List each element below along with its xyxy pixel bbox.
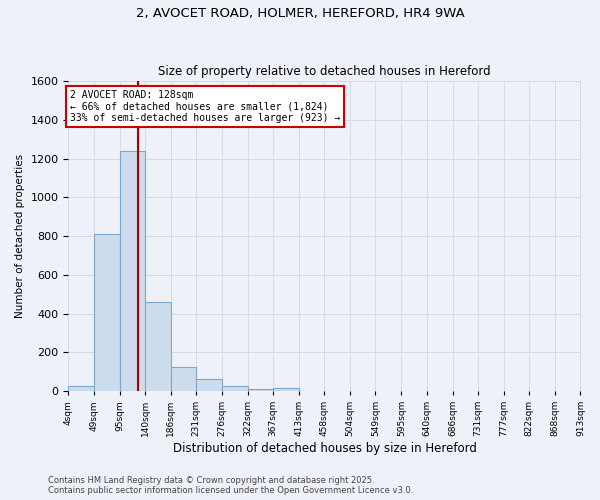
- Bar: [221, 386, 248, 391]
- Text: 2 AVOCET ROAD: 128sqm
← 66% of detached houses are smaller (1,824)
33% of semi-d: 2 AVOCET ROAD: 128sqm ← 66% of detached …: [70, 90, 340, 123]
- Bar: [196, 380, 221, 391]
- Bar: [171, 367, 196, 391]
- Bar: [248, 389, 273, 391]
- Bar: [68, 386, 94, 391]
- Text: Contains HM Land Registry data © Crown copyright and database right 2025.
Contai: Contains HM Land Registry data © Crown c…: [48, 476, 413, 495]
- Bar: [273, 388, 299, 391]
- Text: 2, AVOCET ROAD, HOLMER, HEREFORD, HR4 9WA: 2, AVOCET ROAD, HOLMER, HEREFORD, HR4 9W…: [136, 8, 464, 20]
- X-axis label: Distribution of detached houses by size in Hereford: Distribution of detached houses by size …: [173, 442, 476, 455]
- Bar: [119, 151, 145, 391]
- Title: Size of property relative to detached houses in Hereford: Size of property relative to detached ho…: [158, 66, 491, 78]
- Bar: [145, 302, 171, 391]
- Bar: [94, 234, 119, 391]
- Y-axis label: Number of detached properties: Number of detached properties: [15, 154, 25, 318]
